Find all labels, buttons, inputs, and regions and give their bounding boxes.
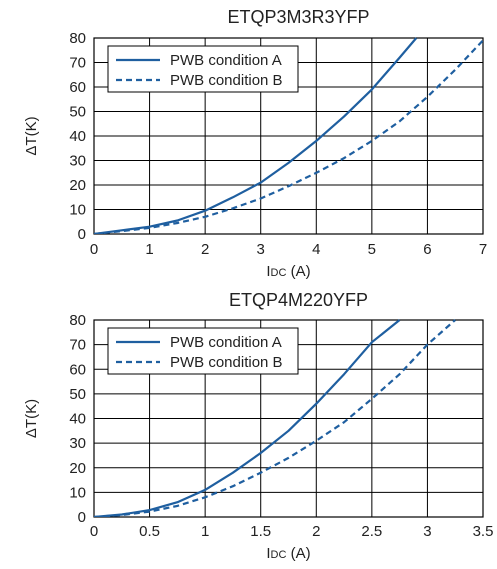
y-tick-label: 20 (69, 177, 86, 194)
x-tick-label: 1.5 (250, 523, 271, 540)
y-tick-label: 80 (69, 30, 86, 47)
x-tick-label: 3 (257, 241, 265, 258)
y-tick-label: 70 (69, 55, 86, 72)
y-tick-label: 10 (69, 484, 86, 501)
legend-box (107, 327, 299, 375)
x-tick-label: 4 (312, 241, 320, 258)
y-tick-label: 30 (69, 435, 86, 452)
y-tick-label: 0 (78, 226, 86, 243)
x-tick-label: 1 (201, 523, 209, 540)
legend-label: PWB condition B (170, 354, 283, 371)
chart-title: ETQP3M3R3YFP (227, 7, 369, 27)
y-axis-label: ΔT(K) (23, 399, 40, 438)
x-tick-label: 7 (479, 241, 487, 258)
x-tick-label: 6 (423, 241, 431, 258)
x-axis-label: IDC (A) (266, 263, 310, 280)
y-axis-label: ΔT(K) (23, 116, 40, 155)
x-tick-label: 1 (145, 241, 153, 258)
y-tick-label: 40 (69, 128, 86, 145)
series-line-b (94, 319, 456, 517)
series-line-a (94, 319, 401, 517)
y-tick-label: 60 (69, 361, 86, 378)
legend-label: PWB condition A (170, 334, 282, 351)
chart-title: ETQP4M220YFP (229, 290, 368, 310)
series-line-a (94, 37, 418, 234)
x-tick-label: 2 (312, 523, 320, 540)
y-tick-label: 20 (69, 460, 86, 477)
x-tick-label: 3 (423, 523, 431, 540)
y-tick-label: 0 (78, 509, 86, 526)
series-line-b (94, 39, 483, 234)
x-tick-label: 2.5 (361, 523, 382, 540)
y-tick-label: 80 (69, 312, 86, 329)
chart-panel-2: ETQP4M220YFP 0 0.5 1 1.5 2 2.5 3 3.5 0 10 20 30 40 50 6… (23, 290, 493, 562)
y-tick-label: 60 (69, 79, 86, 96)
y-tick-label: 10 (69, 202, 86, 219)
legend: PWB condition A PWB condition B (107, 45, 299, 93)
plot-frame (93, 37, 484, 235)
x-axis-label: IDC (A) (266, 545, 310, 562)
plot-frame (93, 319, 484, 518)
x-tick-label: 0.5 (139, 523, 160, 540)
y-tick-label: 50 (69, 104, 86, 121)
legend-label: PWB condition A (170, 52, 282, 69)
x-tick-label: 3.5 (473, 523, 494, 540)
legend-box (107, 45, 299, 93)
legend-label: PWB condition B (170, 72, 283, 89)
y-tick-label: 50 (69, 386, 86, 403)
x-tick-label: 5 (368, 241, 376, 258)
x-tick-label: 2 (201, 241, 209, 258)
legend: PWB condition A PWB condition B (107, 327, 299, 375)
y-tick-label: 70 (69, 337, 86, 354)
y-tick-label: 30 (69, 153, 86, 170)
x-tick-label: 0 (90, 241, 98, 258)
y-tick-label: 40 (69, 411, 86, 428)
x-tick-label: 0 (90, 523, 98, 540)
